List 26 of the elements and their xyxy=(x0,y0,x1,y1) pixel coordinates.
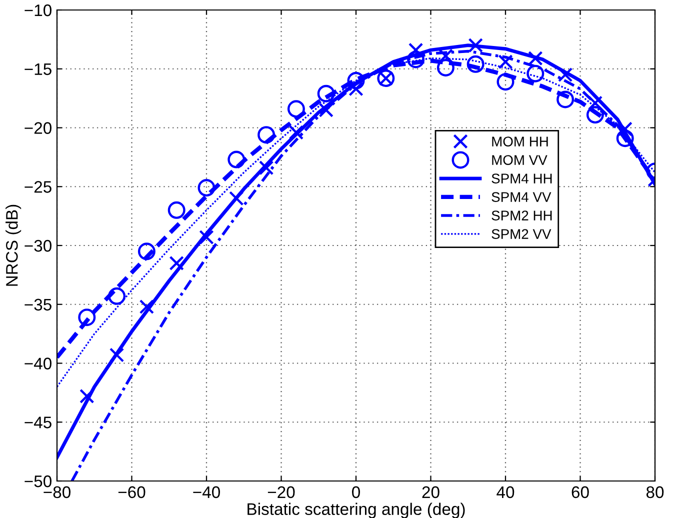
x-tick-label: 40 xyxy=(496,486,514,498)
legend-label: MOM VV xyxy=(492,155,548,165)
y-tick-label: −30 xyxy=(24,240,52,252)
x-tick-label: −80 xyxy=(44,486,70,498)
legend-label: SPM2 VV xyxy=(492,229,552,239)
legend-label: MOM HH xyxy=(492,136,548,146)
x-tick-label: 20 xyxy=(422,486,440,498)
y-tick-label: −20 xyxy=(24,122,52,134)
legend-label: SPM4 VV xyxy=(492,192,552,202)
x-axis-title: Bistatic scattering angle (deg) xyxy=(248,502,465,518)
y-tick-label: −45 xyxy=(24,416,52,428)
y-tick-label: −35 xyxy=(24,298,52,311)
y-tick-label: −10 xyxy=(24,4,52,16)
y-tick-label: −15 xyxy=(24,63,52,76)
x-tick-label: 0 xyxy=(352,486,360,498)
x-tick-label: −20 xyxy=(268,486,295,498)
legend-label: SPM4 HH xyxy=(492,174,552,184)
y-axis-title: NRCS (dB) xyxy=(6,204,22,286)
x-tick-label: −60 xyxy=(118,486,146,498)
x-tick-label: 80 xyxy=(646,486,664,498)
x-tick-label: −40 xyxy=(193,486,220,498)
y-tick-label: −50 xyxy=(24,475,52,488)
legend-label: SPM2 HH xyxy=(492,210,552,220)
y-tick-label: −40 xyxy=(24,358,52,370)
y-tick-label: −25 xyxy=(24,181,52,193)
x-tick-label: 60 xyxy=(572,486,589,498)
